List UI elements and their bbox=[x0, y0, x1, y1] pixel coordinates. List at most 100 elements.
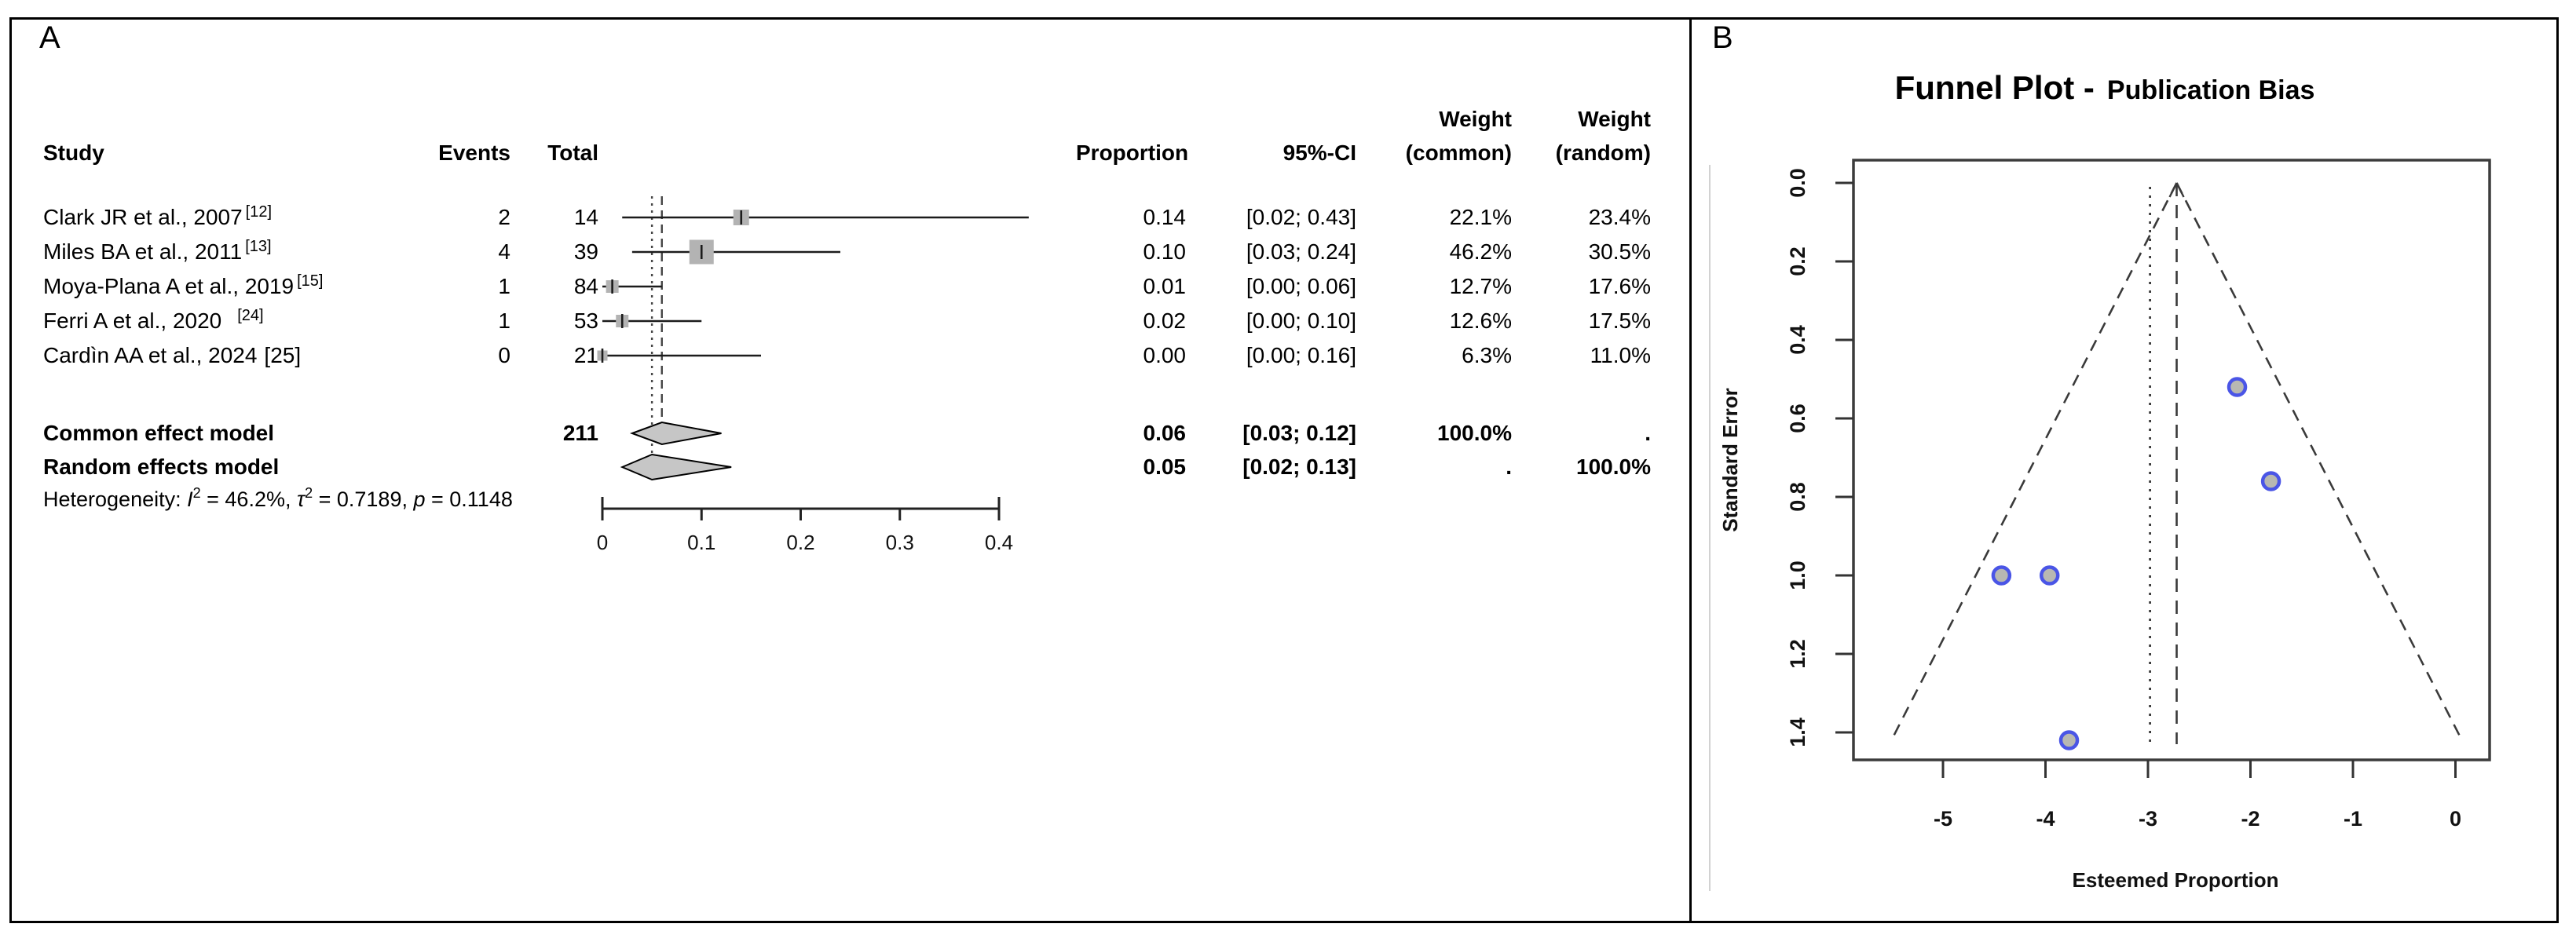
funnel-right-boundary bbox=[2175, 182, 2463, 741]
total-value: 53 bbox=[573, 309, 598, 333]
study-reference: [15] bbox=[297, 272, 324, 290]
y-tick-label: 0.0 bbox=[1786, 168, 1809, 198]
summary-proportion: 0.06 bbox=[1143, 421, 1187, 445]
events-value: 2 bbox=[498, 205, 510, 229]
ci-value: [0.00; 0.06] bbox=[1246, 274, 1356, 298]
y-tick-label: 1.0 bbox=[1786, 560, 1809, 590]
total-value: 84 bbox=[573, 274, 598, 298]
summary-weight-random: . bbox=[1645, 421, 1651, 445]
ci-value: [0.00; 0.16] bbox=[1246, 343, 1356, 367]
weight-common-value: 22.1% bbox=[1449, 205, 1512, 229]
table-row-study: Miles BA et al., 2011 [13] bbox=[43, 236, 420, 268]
het-p: p bbox=[413, 487, 426, 511]
x-tick-label: 0 bbox=[2450, 807, 2461, 831]
study-point bbox=[1991, 565, 2012, 586]
summary-label: Common effect model bbox=[43, 421, 275, 445]
summary-proportion: 0.05 bbox=[1143, 455, 1187, 479]
total-value: 39 bbox=[573, 239, 598, 264]
summary-weight-random: 100.0% bbox=[1576, 455, 1651, 479]
forest-plot-graphic: 0 0.1 0.2 0.3 0.4 bbox=[597, 196, 1029, 554]
proportion-value: 0.02 bbox=[1143, 309, 1187, 333]
weight-random-value: 23.4% bbox=[1588, 205, 1651, 229]
study-reference: [12] bbox=[245, 203, 273, 221]
table-row-study: Clark JR et al., 2007 [12] bbox=[43, 202, 420, 233]
table-row-study: Moya-Plana A et al., 2019 [15] bbox=[43, 271, 420, 302]
weight-common-value: 12.6% bbox=[1449, 309, 1512, 333]
proportion-value: 0.00 bbox=[1143, 343, 1187, 367]
funnel-left-boundary bbox=[1890, 182, 2178, 741]
funnel-title: Funnel Plot - Publication Bias bbox=[1838, 69, 2372, 116]
col-header-weight-2: Weight bbox=[1578, 107, 1651, 131]
weight-random-value: 11.0% bbox=[1590, 343, 1651, 367]
x-tick-label: -4 bbox=[2036, 807, 2055, 831]
events-value: 1 bbox=[498, 274, 510, 298]
weight-random-value: 30.5% bbox=[1588, 239, 1651, 264]
het-tau: τ bbox=[296, 487, 306, 511]
study-point bbox=[2039, 565, 2060, 586]
proportion-value: 0.10 bbox=[1143, 239, 1187, 264]
y-tick-label: 1.2 bbox=[1786, 639, 1809, 669]
x-tick-label: -2 bbox=[2241, 807, 2259, 831]
x-tick-label: -3 bbox=[2139, 807, 2157, 831]
weight-random-value: 17.5% bbox=[1588, 309, 1651, 333]
het-I: I bbox=[187, 487, 193, 511]
y-axis-title: Standard Error bbox=[1718, 388, 1742, 532]
funnel-plot-graphic: 0.0 0.2 0.4 0.6 0.8 1.0 1.2 1.4 -5 -4 -3 -2 -1 0 Estee… bbox=[1718, 159, 2491, 892]
col-header-ci: 95%-CI bbox=[1283, 141, 1356, 165]
weight-random-value: 17.6% bbox=[1588, 274, 1651, 298]
summary-ci: [0.03; 0.12] bbox=[1242, 421, 1356, 445]
study-name: Ferri A et al., 2020 bbox=[43, 309, 222, 333]
het-text: Heterogeneity: bbox=[43, 487, 188, 511]
arrow-head bbox=[2175, 182, 2185, 198]
het-tau-sup: 2 bbox=[305, 485, 313, 501]
total-value: 21 bbox=[573, 343, 598, 367]
summary-weight-common: . bbox=[1506, 455, 1512, 479]
study-name: Miles BA et al., 2011 bbox=[43, 239, 243, 264]
summary-weight-common: 100.0% bbox=[1437, 421, 1512, 445]
summary-label: Random effects model bbox=[43, 455, 280, 479]
study-name: Moya-Plana A et al., 2019 bbox=[43, 274, 295, 298]
plot-box bbox=[1852, 159, 2491, 761]
study-name: Cardìn AA et al., 2024 bbox=[43, 343, 258, 367]
weight-common-value: 46.2% bbox=[1449, 239, 1512, 264]
events-value: 4 bbox=[498, 239, 510, 264]
ci-value: [0.03; 0.24] bbox=[1246, 239, 1356, 264]
het-text: = 46.2%, bbox=[200, 487, 297, 511]
study-reference: [24] bbox=[237, 307, 264, 324]
proportion-value: 0.14 bbox=[1143, 205, 1187, 229]
col-header-study: Study bbox=[43, 141, 104, 165]
axis-tick-label: 0.4 bbox=[985, 531, 1013, 554]
y-tick-label: 0.8 bbox=[1786, 482, 1809, 512]
col-header-random: (random) bbox=[1555, 141, 1651, 165]
study-reference: [13] bbox=[245, 238, 272, 255]
panel-divider bbox=[1689, 17, 1692, 921]
total-value: 14 bbox=[573, 205, 598, 229]
y-tick-label: 0.6 bbox=[1786, 403, 1809, 433]
col-header-events: Events bbox=[438, 141, 510, 165]
col-header-proportion: Proportion bbox=[1076, 141, 1189, 165]
ci-value: [0.00; 0.10] bbox=[1246, 309, 1356, 333]
funnel-title-sub: Publication Bias bbox=[2106, 75, 2315, 105]
het-I-sup: 2 bbox=[192, 485, 201, 501]
scan-artifact-line bbox=[1709, 165, 1711, 891]
col-header-weight-1: Weight bbox=[1439, 107, 1512, 131]
study-name: Clark JR et al., 2007 bbox=[43, 205, 243, 229]
study-reference: [25] bbox=[264, 343, 302, 367]
y-tick-label: 0.2 bbox=[1786, 246, 1809, 276]
figure-border bbox=[9, 17, 2559, 923]
arrow-head bbox=[2168, 182, 2178, 198]
events-value: 0 bbox=[498, 343, 510, 367]
axis-tick-label: 0.2 bbox=[786, 531, 814, 554]
col-header-common: (common) bbox=[1405, 141, 1512, 165]
x-axis-title: Esteemed Proportion bbox=[2073, 868, 2279, 892]
summary-total: 211 bbox=[562, 421, 598, 445]
study-point bbox=[2260, 471, 2281, 491]
het-text: = 0.7189, bbox=[313, 487, 414, 511]
heterogeneity-note: Heterogeneity: I2 = 46.2%, τ2 = 0.7189, … bbox=[43, 484, 513, 514]
weight-common-value: 12.7% bbox=[1449, 274, 1512, 298]
events-value: 1 bbox=[498, 309, 510, 333]
axis-tick-label: 0.1 bbox=[687, 531, 715, 554]
x-tick-label: -1 bbox=[2344, 807, 2362, 831]
axis-tick-label: 0 bbox=[597, 531, 608, 554]
